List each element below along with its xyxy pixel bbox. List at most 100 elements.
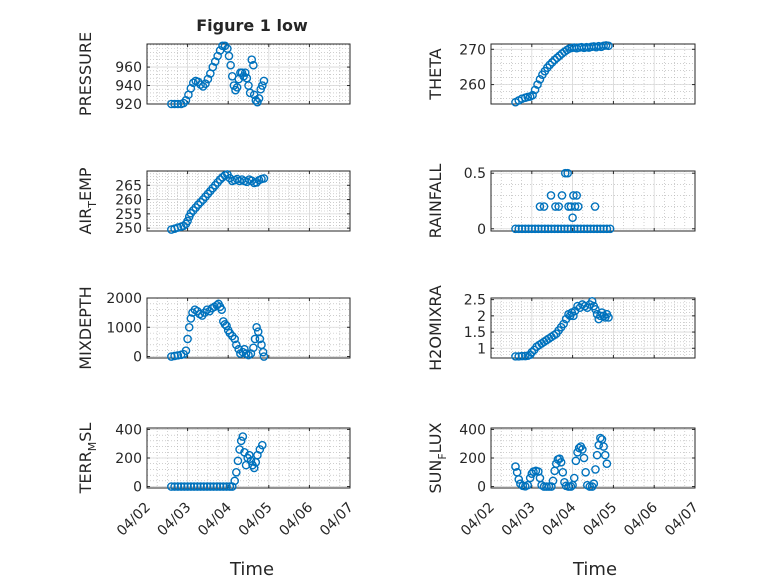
data-point	[547, 58, 557, 67]
data-point	[180, 482, 189, 491]
data-point	[170, 99, 179, 109]
data-point	[600, 450, 610, 460]
y-tick-label: 400	[459, 422, 486, 438]
panel-sun_flux: 0 200 400 04/02 04/03 04/04 04/05 04/06 04/07 SUN…	[426, 422, 702, 539]
data-point	[592, 450, 602, 460]
x-tick-label: 04/05	[236, 500, 276, 540]
data-point	[173, 482, 183, 491]
data-point	[167, 482, 176, 491]
data-point	[602, 459, 612, 469]
data-point	[250, 334, 260, 344]
data-point	[599, 442, 608, 451]
data-point	[184, 322, 194, 332]
data-point	[240, 344, 249, 354]
data-point	[528, 90, 537, 100]
y-tick-label: 1000	[106, 320, 142, 336]
y-axis-label: THETA	[426, 48, 445, 100]
data-point	[552, 53, 562, 63]
data-point	[545, 60, 555, 70]
data-point	[591, 465, 600, 474]
data-point	[254, 94, 264, 103]
data-point	[559, 319, 568, 329]
panel-pressure: 920 940 960 PRESSURE	[76, 32, 351, 116]
data-point	[201, 79, 210, 88]
y-axis-label: MIXDEPTH	[76, 286, 95, 369]
y-tick-label: 260	[115, 193, 142, 209]
data-point	[550, 55, 559, 65]
data-point	[170, 482, 179, 491]
x-tick-label: 04/06	[276, 499, 316, 539]
y-axis-label-main: SUN	[426, 460, 445, 494]
data-point	[193, 482, 202, 491]
data-point	[525, 473, 535, 483]
data-point	[560, 168, 570, 178]
data-point	[535, 74, 545, 84]
data-point	[556, 457, 566, 467]
x-axis-label-right: Time	[572, 559, 617, 580]
panel-h2omixra: 11.522.5 H2OMIXRA	[426, 285, 696, 371]
data-point	[604, 41, 613, 51]
x-tick-label: 04/04	[540, 499, 580, 539]
data-point	[527, 347, 537, 357]
axes-box	[146, 170, 351, 232]
x-tick-label: 04/05	[580, 500, 620, 540]
data-point	[232, 83, 242, 92]
y-axis-label: TERRMSL	[76, 423, 99, 495]
y-axis-label-main: H2OMIXRA	[426, 285, 445, 371]
data-point	[602, 224, 612, 234]
figure-title: Figure 1 low	[196, 16, 308, 35]
data-point	[199, 482, 209, 491]
data-point	[535, 202, 545, 211]
data-point	[222, 482, 231, 491]
y-tick-label: 200	[459, 451, 486, 467]
data-point	[259, 76, 269, 86]
y-tick-label: 265	[115, 178, 142, 194]
data-point	[258, 81, 267, 90]
y-axis-label-sub: T	[86, 201, 99, 209]
data-point	[547, 482, 556, 491]
data-point	[202, 482, 212, 491]
panel-theta: 260 270 THETA	[426, 41, 696, 107]
data-point	[259, 174, 269, 183]
y-axis-label-rest: EMP	[76, 167, 95, 201]
data-point	[196, 482, 205, 491]
data-point	[571, 456, 581, 466]
data-point	[186, 482, 196, 491]
data-point	[222, 321, 231, 331]
data-point	[591, 305, 600, 314]
data-point	[215, 175, 225, 184]
data-point	[605, 224, 615, 234]
x-axis-label-left: Time	[229, 559, 274, 580]
data-point	[558, 467, 568, 477]
x-tick-label: 04/06	[621, 499, 661, 539]
data-point	[183, 334, 192, 344]
data-point	[533, 80, 542, 89]
data-point	[232, 340, 241, 350]
x-tick-label: 04/07	[662, 500, 702, 540]
data-point	[568, 213, 577, 222]
y-tick-label: 250	[115, 221, 142, 237]
x-tick-label: 04/02	[458, 500, 498, 540]
data-point	[574, 202, 583, 211]
data-point	[230, 334, 239, 344]
data-point	[219, 482, 228, 491]
y-tick-label: 940	[115, 79, 142, 95]
data-point	[226, 60, 235, 70]
y-axis-label: AIRTEMP	[76, 167, 99, 234]
data-point	[589, 479, 599, 489]
data-point	[554, 202, 564, 211]
y-axis-label-sub: M	[86, 442, 99, 452]
data-point	[186, 314, 196, 323]
data-point	[511, 462, 520, 471]
x-tick-label: 04/03	[155, 500, 195, 540]
data-point	[564, 482, 573, 491]
y-tick-label: 0	[133, 350, 142, 366]
y-axis-label-main: RAINFALL	[426, 164, 445, 239]
y-tick-label: 1.5	[464, 325, 486, 341]
data-point	[563, 168, 573, 178]
data-point	[176, 482, 186, 491]
y-axis-label-rest: SL	[76, 423, 95, 442]
y-axis-label-main: THETA	[426, 48, 445, 100]
y-axis-label-rest: LUX	[426, 422, 445, 453]
data-point	[578, 445, 587, 454]
